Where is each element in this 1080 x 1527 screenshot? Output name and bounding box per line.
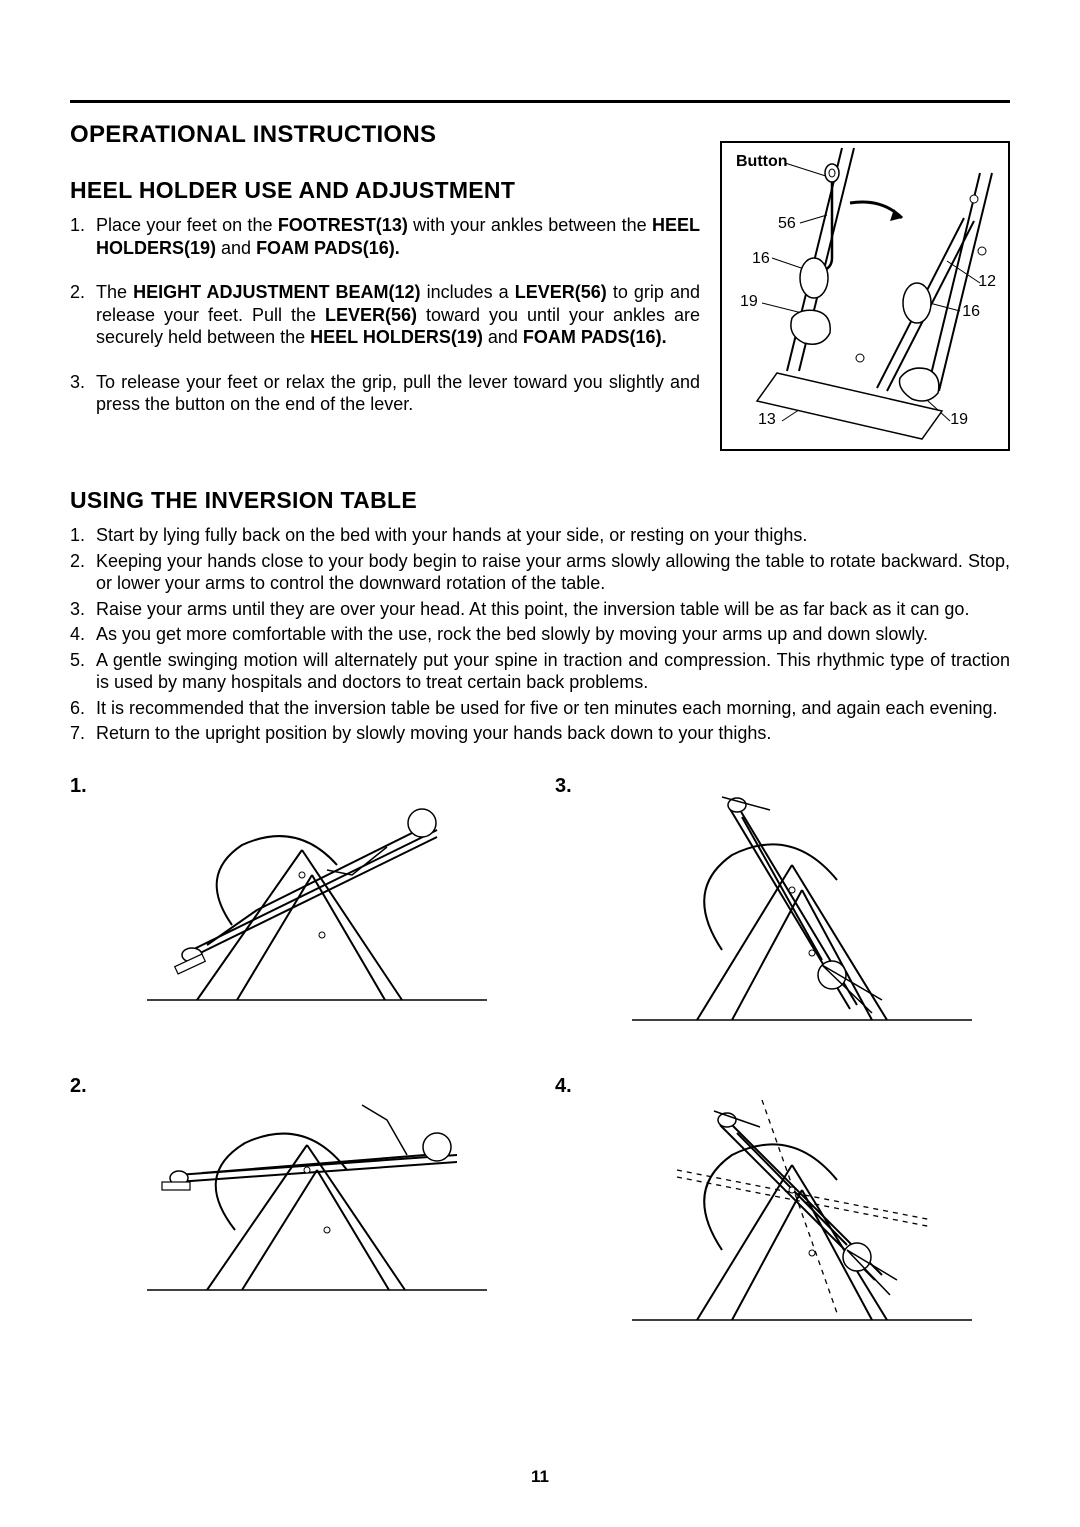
fig3-svg-wrap xyxy=(593,775,1010,1035)
using-item-1: 1.Start by lying fully back on the bed w… xyxy=(70,524,1010,547)
heel-title: HEEL HOLDER USE AND ADJUSTMENT xyxy=(70,177,700,204)
using-item-5: 5.A gentle swinging motion will alternat… xyxy=(70,649,1010,694)
num3: 3. xyxy=(70,371,96,416)
fig2-svg-wrap xyxy=(108,1075,525,1305)
fig4-svg-wrap xyxy=(593,1075,1010,1335)
fig4-svg xyxy=(622,1075,982,1335)
fig1-svg-wrap xyxy=(108,775,525,1015)
num2: 2. xyxy=(70,281,96,349)
using-list: 1.Start by lying fully back on the bed w… xyxy=(70,524,1010,745)
top-rule xyxy=(70,100,1010,103)
heel-item-1: 1. Place your feet on the FOOTREST(13) w… xyxy=(70,214,700,259)
using-item-2: 2.Keeping your hands close to your body … xyxy=(70,550,1010,595)
fig2-num: 2. xyxy=(70,1075,98,1098)
page-number: 11 xyxy=(0,1467,1080,1487)
using-title: USING THE INVERSION TABLE xyxy=(70,487,1010,514)
figure-1: 1. xyxy=(70,775,525,1035)
fig3-svg xyxy=(622,775,982,1035)
heel-item-3: 3. To release your feet or relax the gri… xyxy=(70,371,700,416)
body2: The HEIGHT ADJUSTMENT BEAM(12) includes … xyxy=(96,281,700,349)
fig2-svg xyxy=(137,1075,497,1305)
heel-list: 1. Place your feet on the FOOTREST(13) w… xyxy=(70,214,700,416)
figure-3: 3. xyxy=(555,775,1010,1035)
figures-grid: 1. xyxy=(70,775,1010,1335)
body3: To release your feet or relax the grip, … xyxy=(96,371,700,416)
using-item-3: 3.Raise your arms until they are over yo… xyxy=(70,598,1010,621)
body1: Place your feet on the FOOTREST(13) with… xyxy=(96,214,700,259)
using-item-7: 7.Return to the upright position by slow… xyxy=(70,722,1010,745)
using-item-6: 6.It is recommended that the inversion t… xyxy=(70,697,1010,720)
heel-diagram: Button 56 16 19 12 16 13 19 xyxy=(720,141,1010,451)
fig1-num: 1. xyxy=(70,775,98,798)
num1: 1. xyxy=(70,214,96,259)
figure-2: 2. xyxy=(70,1075,525,1335)
fig1-svg xyxy=(137,775,497,1015)
heel-item-2: 2. The HEIGHT ADJUSTMENT BEAM(12) includ… xyxy=(70,281,700,349)
figure-4: 4. xyxy=(555,1075,1010,1335)
fig3-num: 3. xyxy=(555,775,583,798)
heel-diagram-svg xyxy=(722,143,1008,449)
using-item-4: 4.As you get more comfortable with the u… xyxy=(70,623,1010,646)
fig4-num: 4. xyxy=(555,1075,583,1098)
